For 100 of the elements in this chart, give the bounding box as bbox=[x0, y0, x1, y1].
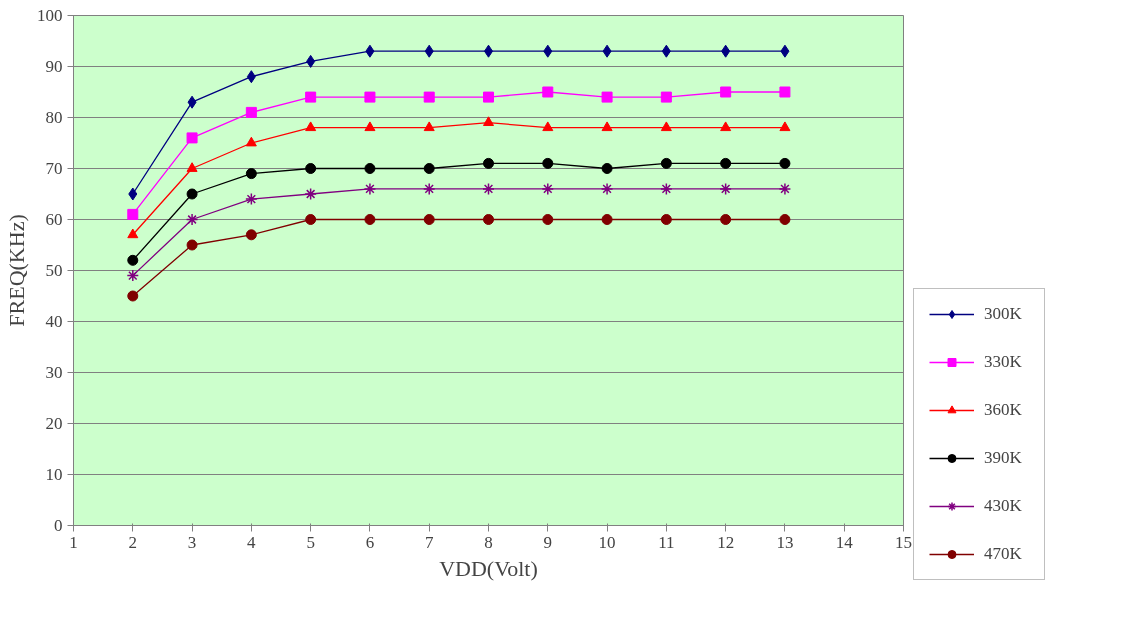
point bbox=[602, 44, 612, 58]
point bbox=[779, 214, 791, 225]
point bbox=[423, 163, 435, 174]
point bbox=[542, 86, 554, 98]
point bbox=[779, 121, 791, 132]
point bbox=[541, 182, 555, 196]
x-tick-label: 12 bbox=[717, 532, 735, 552]
point bbox=[660, 91, 672, 103]
point bbox=[661, 44, 671, 58]
point bbox=[128, 187, 138, 201]
point bbox=[127, 254, 139, 266]
point bbox=[364, 214, 376, 225]
point bbox=[720, 86, 732, 98]
point bbox=[660, 214, 672, 225]
y-tick-label: 80 bbox=[45, 108, 63, 127]
point bbox=[601, 163, 613, 174]
point bbox=[187, 95, 197, 109]
x-tick-label: 9 bbox=[543, 532, 553, 552]
point bbox=[779, 157, 791, 169]
y-axis-title: FREQ(KHz) bbox=[4, 214, 29, 327]
point bbox=[601, 91, 613, 103]
point bbox=[245, 136, 257, 147]
x-tick-label: 15 bbox=[895, 532, 912, 552]
legend-label: 360K bbox=[984, 400, 1023, 420]
point bbox=[365, 44, 375, 58]
x-tick-label: 10 bbox=[598, 532, 616, 552]
point bbox=[363, 182, 377, 196]
point bbox=[720, 214, 732, 225]
point bbox=[483, 91, 494, 103]
y-tick-label: 50 bbox=[45, 261, 63, 280]
point bbox=[364, 163, 376, 174]
point bbox=[127, 228, 139, 239]
point bbox=[542, 121, 554, 132]
legend-label: 390K bbox=[984, 448, 1023, 468]
point bbox=[245, 192, 258, 206]
point bbox=[364, 121, 376, 132]
y-tick-label: 60 bbox=[45, 210, 63, 229]
y-tick-label: 20 bbox=[45, 414, 63, 433]
point bbox=[778, 182, 792, 196]
point bbox=[423, 91, 435, 103]
point bbox=[542, 214, 554, 225]
x-tick-label: 7 bbox=[424, 532, 434, 552]
x-tick-label: 1 bbox=[69, 532, 78, 552]
point bbox=[543, 44, 553, 58]
point bbox=[186, 188, 198, 200]
y-tick-label: 70 bbox=[45, 159, 63, 178]
x-tick-label: 8 bbox=[484, 532, 493, 552]
point bbox=[422, 182, 436, 196]
point bbox=[660, 182, 673, 196]
point bbox=[780, 44, 790, 58]
point bbox=[305, 91, 317, 103]
point bbox=[306, 54, 316, 68]
point bbox=[483, 157, 494, 169]
point bbox=[423, 214, 435, 225]
point bbox=[483, 116, 494, 126]
point bbox=[601, 214, 613, 225]
point bbox=[305, 214, 317, 225]
x-axis-title: VDD(Volt) bbox=[439, 555, 538, 581]
y-tick-label: 40 bbox=[45, 312, 63, 331]
x-tick-label: 6 bbox=[365, 532, 375, 552]
y-tick-label: 0 bbox=[54, 516, 63, 535]
point bbox=[245, 106, 257, 118]
x-tick-label: 4 bbox=[247, 532, 257, 552]
point bbox=[600, 182, 614, 196]
legend-label: 470K bbox=[984, 544, 1023, 564]
point bbox=[126, 269, 140, 282]
x-tick-label: 13 bbox=[776, 532, 794, 552]
point bbox=[304, 187, 317, 201]
x-tick-label: 11 bbox=[658, 532, 675, 552]
y-tick-label: 100 bbox=[37, 6, 63, 25]
point bbox=[719, 182, 732, 196]
point bbox=[186, 132, 198, 144]
x-tick-label: 14 bbox=[835, 532, 854, 552]
point bbox=[186, 239, 198, 251]
point bbox=[305, 163, 317, 174]
point bbox=[660, 121, 672, 132]
y-tick-label: 30 bbox=[45, 363, 63, 382]
point bbox=[246, 70, 256, 84]
point bbox=[542, 157, 554, 169]
point bbox=[127, 290, 139, 302]
x-tick-label: 2 bbox=[128, 532, 138, 552]
x-tick-label: 5 bbox=[306, 532, 315, 552]
legend-label: 330K bbox=[984, 352, 1023, 372]
point bbox=[660, 157, 672, 169]
point bbox=[127, 208, 139, 220]
point bbox=[185, 213, 199, 226]
y-tick-label: 10 bbox=[45, 465, 63, 484]
point bbox=[245, 168, 257, 180]
point bbox=[483, 214, 494, 225]
point bbox=[423, 121, 435, 132]
legend-label: 300K bbox=[984, 304, 1023, 324]
point bbox=[245, 229, 257, 241]
point bbox=[721, 44, 731, 58]
y-tick-label: 90 bbox=[45, 57, 63, 76]
point bbox=[601, 121, 613, 132]
point bbox=[482, 182, 495, 196]
point bbox=[186, 162, 198, 172]
point bbox=[720, 121, 732, 132]
point bbox=[364, 91, 376, 103]
point bbox=[720, 157, 732, 169]
